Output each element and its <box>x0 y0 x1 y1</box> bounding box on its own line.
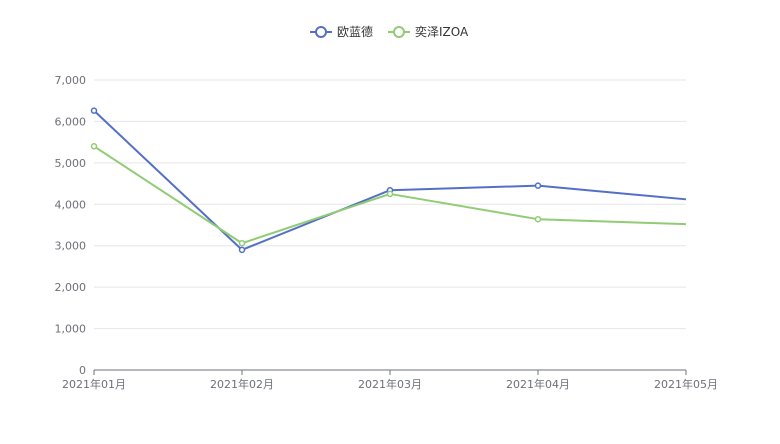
legend-marker-icon <box>393 26 405 38</box>
legend-label: 欧蓝德 <box>337 24 373 39</box>
y-tick-label: 6,000 <box>55 115 87 128</box>
y-tick-label: 1,000 <box>55 323 87 336</box>
data-point[interactable] <box>90 143 98 150</box>
data-point[interactable] <box>534 215 542 223</box>
data-point[interactable] <box>90 107 98 114</box>
y-tick-label: 2,000 <box>55 281 87 294</box>
data-point[interactable] <box>386 190 394 198</box>
legend-label: 奕泽IZOA <box>415 24 469 39</box>
x-tick-label: 2021年02月 <box>210 377 274 391</box>
legend-marker-icon <box>315 26 327 38</box>
data-point[interactable] <box>238 239 246 247</box>
y-tick-label: 0 <box>79 364 86 377</box>
legend: 欧蓝德 奕泽IZOA <box>310 24 469 39</box>
series-line <box>93 109 687 251</box>
legend-item[interactable]: 欧蓝德 <box>310 24 373 39</box>
x-tick-label: 2021年04月 <box>506 377 570 391</box>
x-tick-label: 2021年03月 <box>358 377 422 391</box>
y-tick-label: 3,000 <box>55 240 87 253</box>
y-tick-label: 5,000 <box>55 157 87 170</box>
axes: 0 1,000 2,000 3,000 4,000 5,000 6,000 7,000 2021… <box>55 74 719 391</box>
legend-item[interactable]: 奕泽IZOA <box>388 24 469 39</box>
x-tick-label: 2021年01月 <box>62 377 126 391</box>
y-tick-label: 4,000 <box>55 198 87 211</box>
data-point[interactable] <box>534 182 542 189</box>
y-tick-label: 7,000 <box>55 74 87 87</box>
series-layer <box>90 107 687 254</box>
x-tick-label: 2021年05月 <box>654 377 718 391</box>
data-point[interactable] <box>238 246 246 254</box>
